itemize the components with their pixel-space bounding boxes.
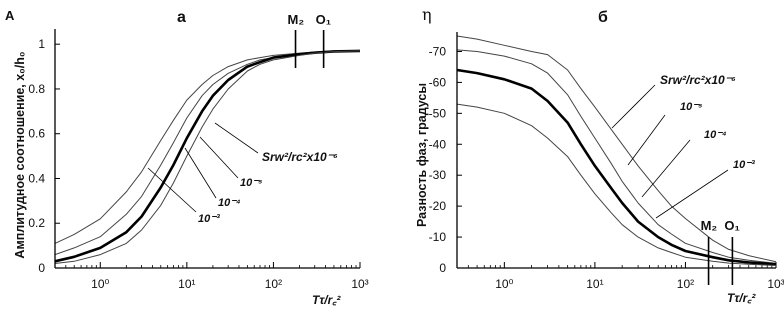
chart-title: б bbox=[598, 9, 608, 26]
curve-label-leaders bbox=[147, 122, 259, 213]
y-tick-label: -40 bbox=[429, 137, 447, 151]
y-tick-label: 0.2 bbox=[28, 216, 45, 230]
x-tick-label: 10¹ bbox=[178, 277, 195, 291]
panel-letter: η bbox=[422, 5, 432, 24]
y-tick-label: 1 bbox=[38, 37, 45, 51]
x-axis-label: Tτ/r꜀² bbox=[312, 293, 341, 307]
marker-label: O₁ bbox=[316, 12, 332, 27]
x-tick-label: 10³ bbox=[351, 277, 368, 291]
y-tick-label: 0 bbox=[38, 261, 45, 275]
x-tick-label: 10³ bbox=[767, 277, 784, 291]
x-tick-label: 10⁰ bbox=[91, 277, 109, 291]
y-tick-label: 0 bbox=[439, 261, 446, 275]
curve-label-1e-6: Srw²/rc²x10⁻⁶ bbox=[262, 150, 338, 164]
x-tick-label: 10⁰ bbox=[495, 277, 513, 291]
amplitude-chart: A а Амплитудное соотношение, x₀/h₀ 0 0.2 0… bbox=[5, 8, 369, 307]
y-tick-label: 0.8 bbox=[28, 82, 45, 96]
chart-title: а bbox=[177, 9, 186, 26]
series-line-s-1e-3 bbox=[54, 50, 361, 264]
series-line-s-1e-5 bbox=[456, 49, 777, 264]
y-axis-label: Разность фаз, градусы bbox=[415, 83, 429, 227]
marker-label: M₂ bbox=[288, 12, 305, 27]
curve-label-1e-6: Srw²/rc²x10⁻⁶ bbox=[660, 73, 736, 87]
y-tick-label: -50 bbox=[429, 106, 447, 120]
curve-label-leaders bbox=[611, 84, 729, 219]
y-axis-label: Амплитудное соотношение, x₀/h₀ bbox=[13, 51, 27, 258]
x-tick-label: 10² bbox=[265, 277, 282, 291]
x-axis-label: Tτ/r꜀² bbox=[727, 291, 756, 305]
series-line-s-1e-4 bbox=[54, 49, 361, 263]
series-line-s-1e-3 bbox=[456, 103, 777, 266]
curve-label-1e-4: 10⁻⁴ bbox=[218, 197, 241, 209]
curve-label-1e-5: 10⁻⁵ bbox=[240, 177, 263, 189]
y-tick-label: 0.4 bbox=[28, 171, 45, 185]
y-tick-label: -70 bbox=[429, 44, 447, 58]
curve-label-1e-4: 10⁻⁴ bbox=[704, 129, 727, 141]
marker-label: M₂ bbox=[701, 218, 718, 233]
y-tick-label: -20 bbox=[429, 199, 447, 213]
series-line-s-1e-6 bbox=[456, 35, 777, 263]
curve-label-1e-5: 10⁻⁵ bbox=[680, 101, 703, 113]
phase-chart: η б Разность фаз, градусы 0 -10 -20 -30 -40 -… bbox=[415, 5, 784, 305]
curve-label-1e-3: 10⁻³ bbox=[198, 213, 220, 225]
x-tick-label: 10¹ bbox=[586, 277, 603, 291]
series-line-s-1e-4 bbox=[456, 68, 777, 266]
y-tick-label: 0.6 bbox=[28, 127, 45, 141]
y-tick-label: -10 bbox=[429, 230, 447, 244]
panel-letter: A bbox=[5, 8, 15, 23]
curve-label-1e-3: 10⁻³ bbox=[733, 159, 755, 171]
y-tick-label: -30 bbox=[429, 168, 447, 182]
x-tick-label: 10² bbox=[677, 277, 694, 291]
y-tick-label: -60 bbox=[429, 75, 447, 89]
marker-label: O₁ bbox=[724, 218, 740, 233]
